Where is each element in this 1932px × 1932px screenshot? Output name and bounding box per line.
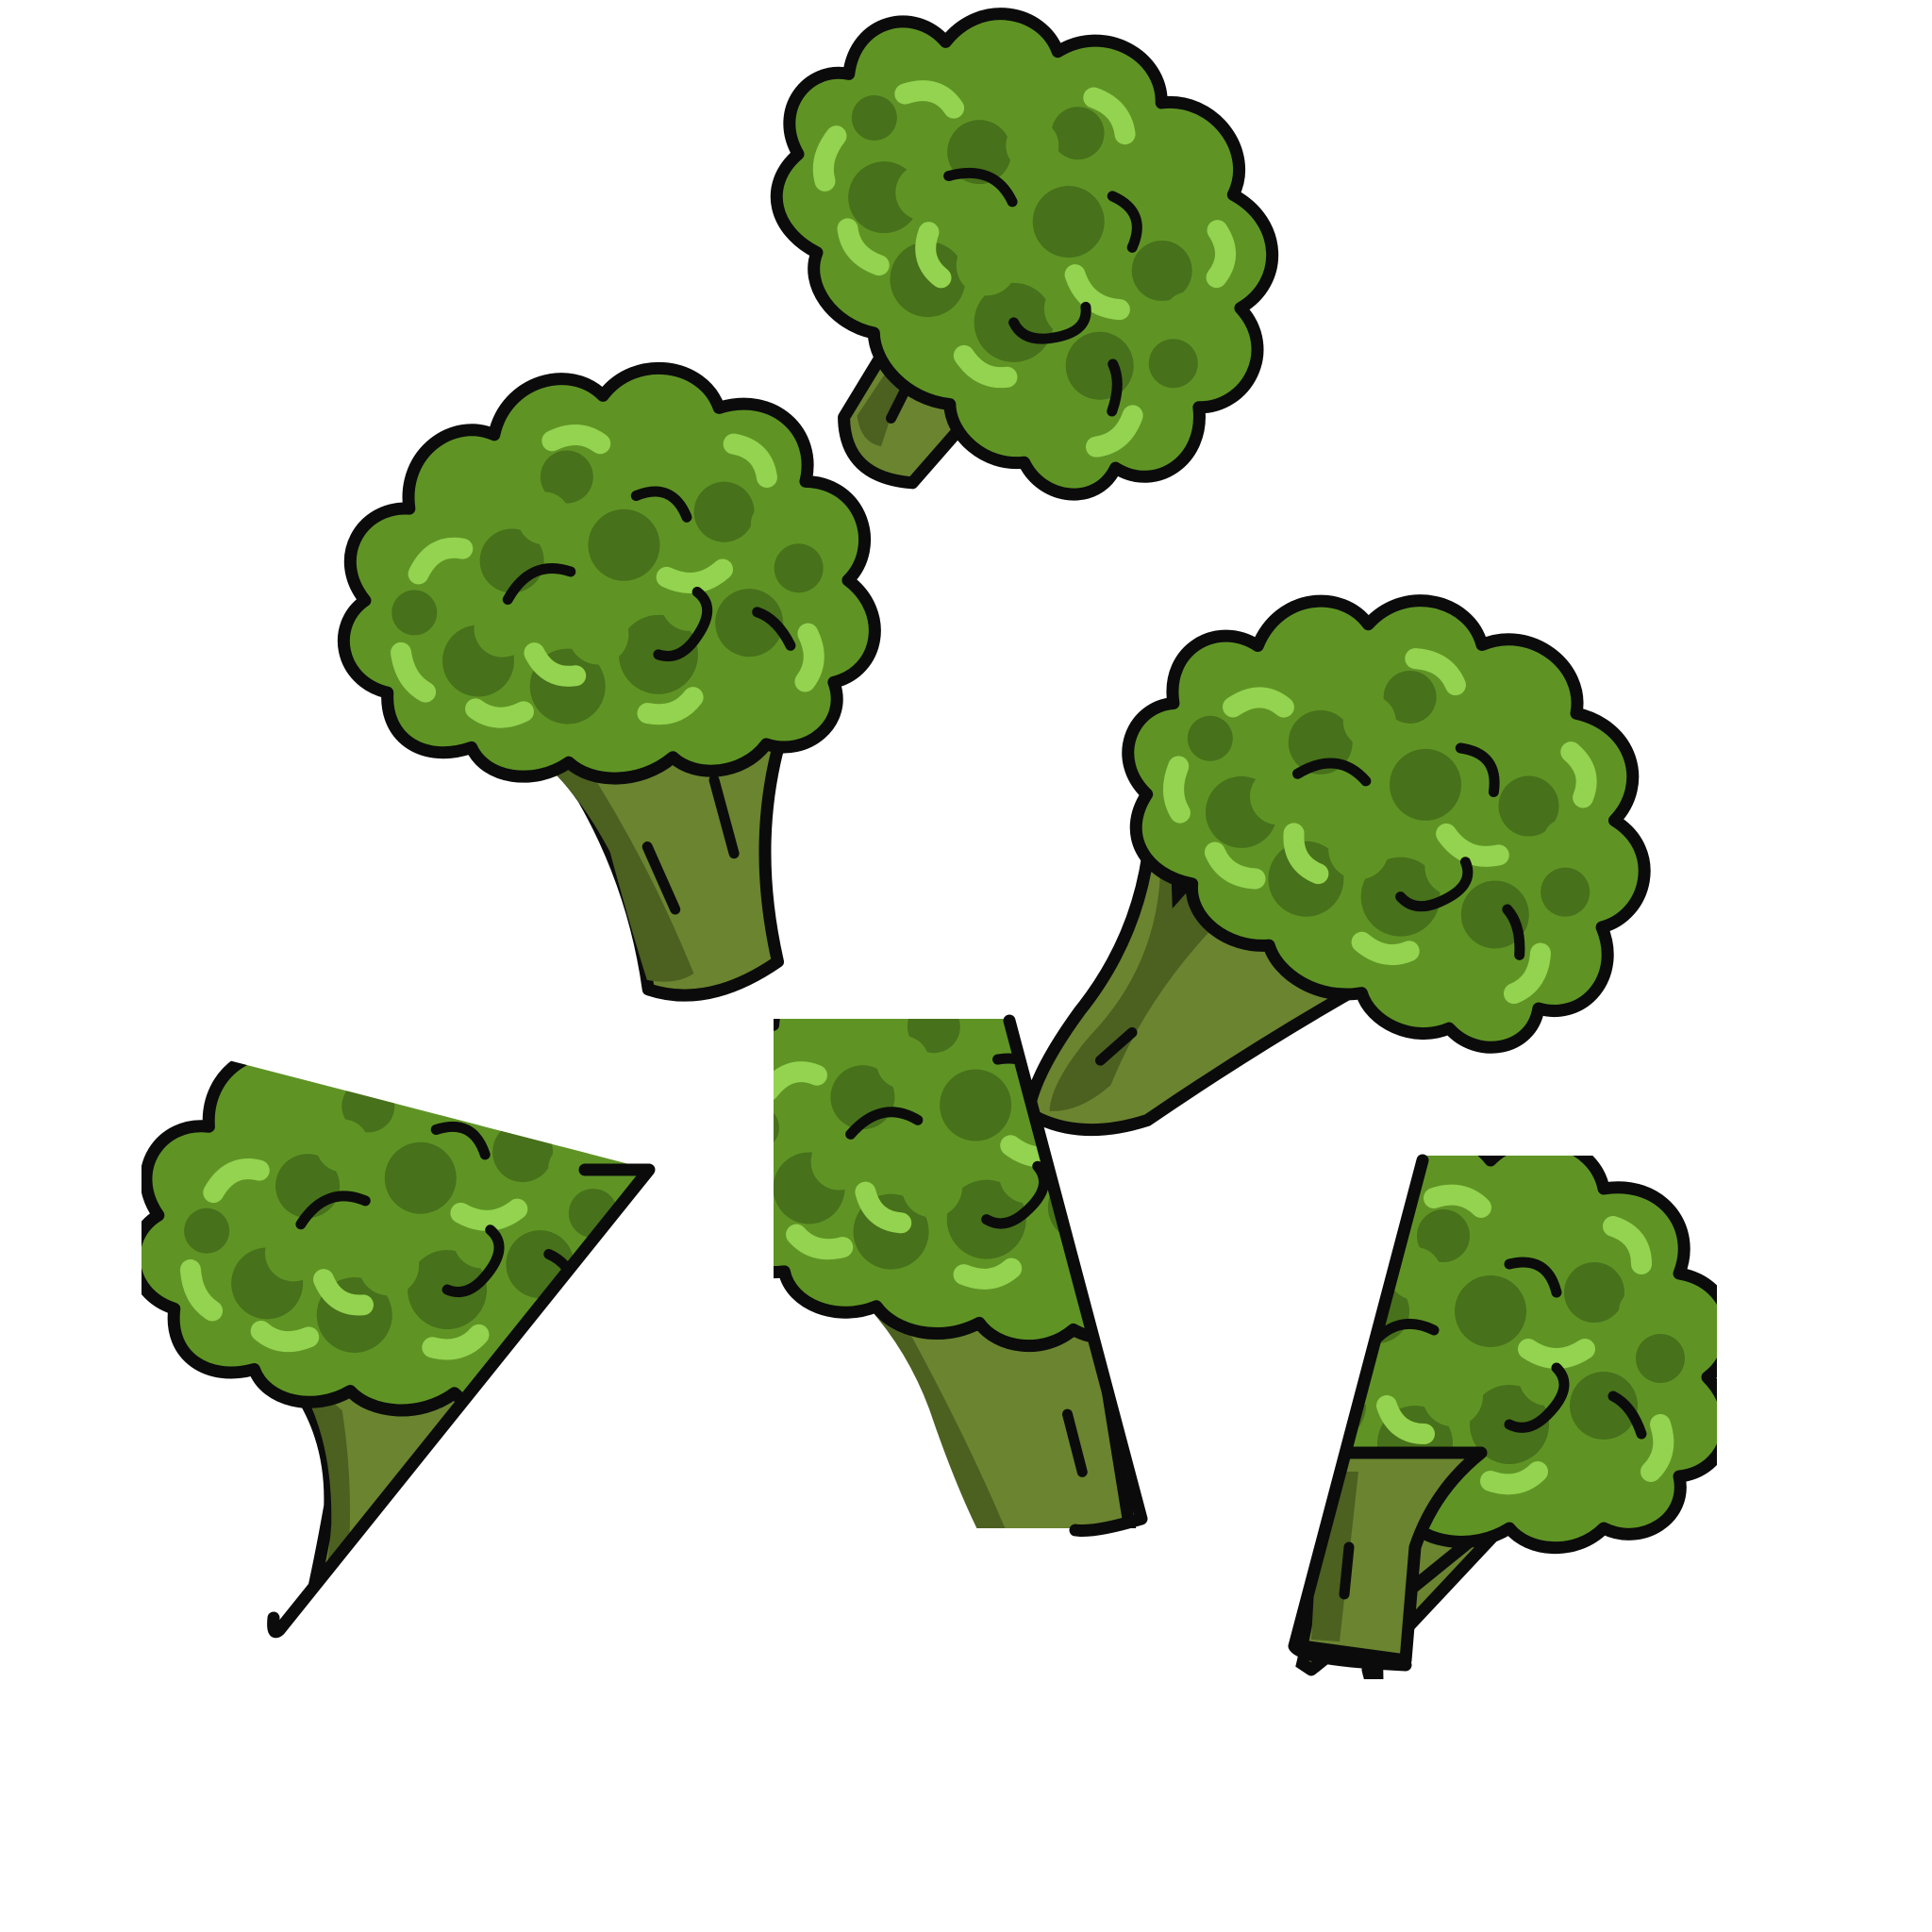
- broccoli-floret-top: [642, 0, 1364, 621]
- broccoli-floret-lower-middle: [655, 1014, 1148, 1537]
- broccoli-floret-middle-right: [1022, 514, 1712, 1137]
- broccoli-floret-lower-left: [118, 988, 656, 1641]
- broccoli-floret-lower-right: [1288, 1154, 1730, 1679]
- broccoli-floret-upper-left: [311, 340, 924, 1002]
